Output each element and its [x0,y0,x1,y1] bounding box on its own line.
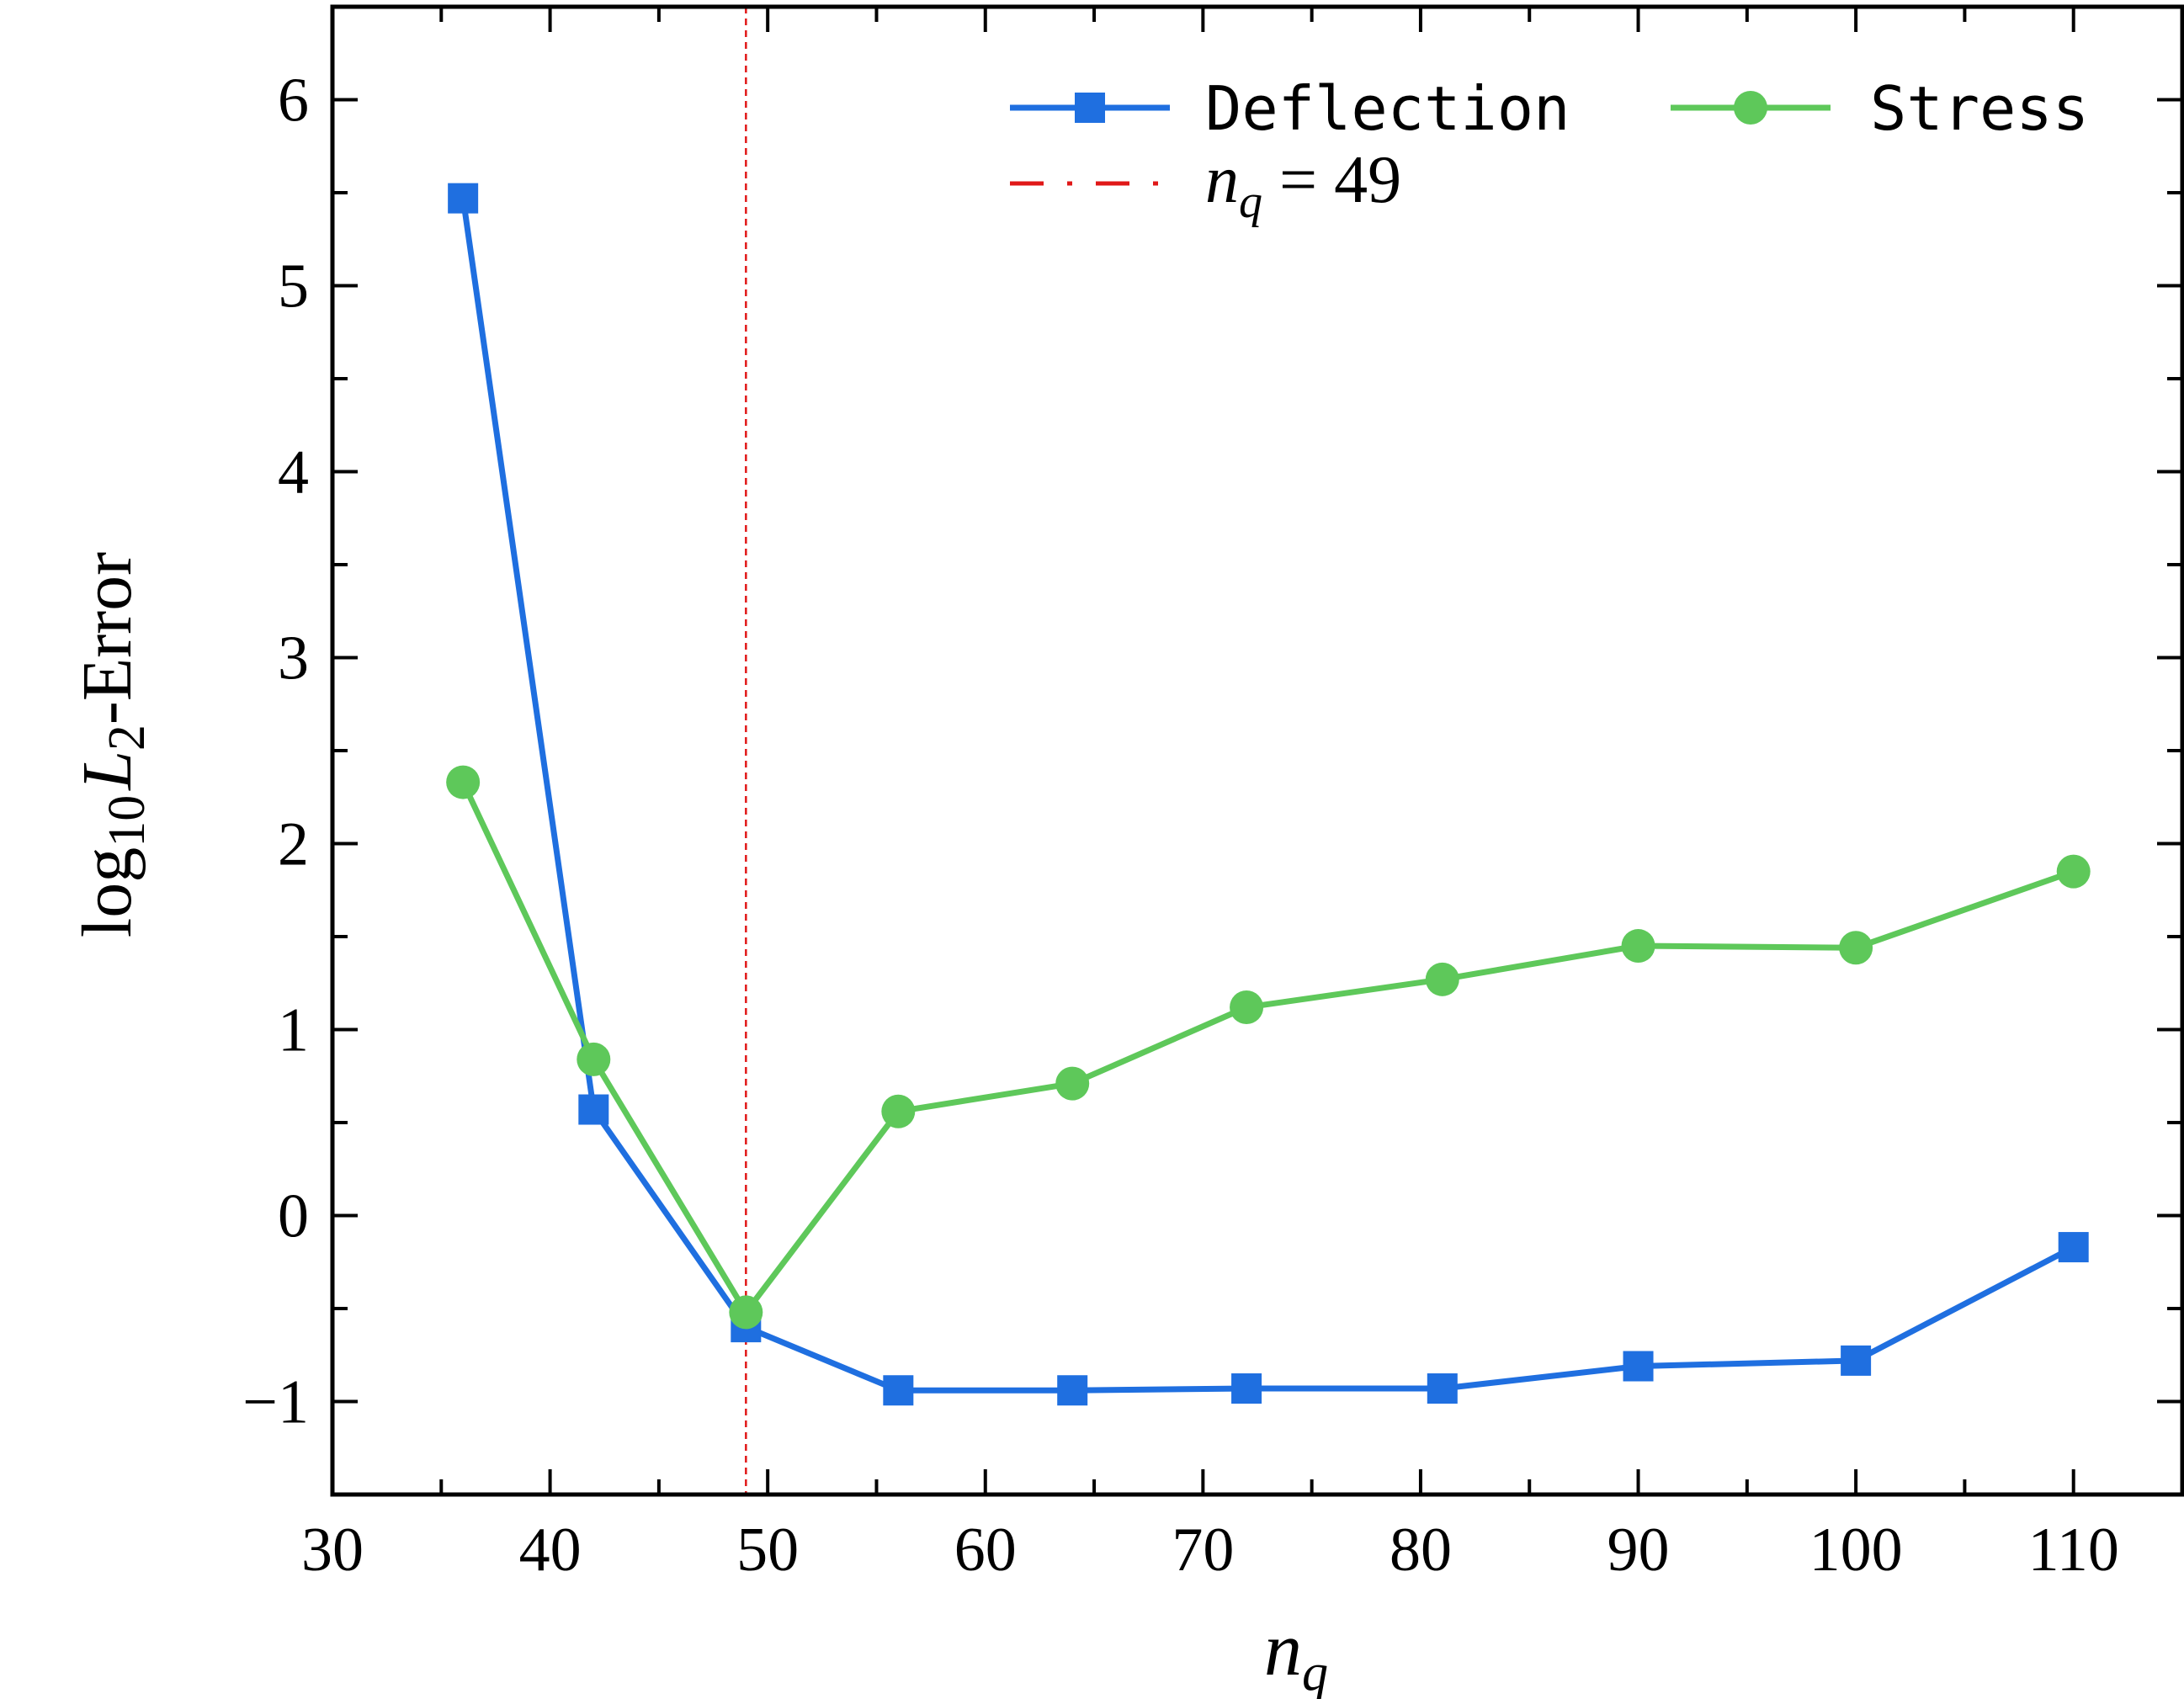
point-deflection-6 [1427,1373,1458,1404]
point-stress-2 [729,1295,763,1330]
series-deflection-line [460,198,2075,1394]
legend-reference-label: nq = 49 [1205,143,1401,228]
x-tick-label-80: 80 [1390,1516,1452,1585]
series-stress-line [460,781,2075,1315]
x-tick-label-90: 90 [1607,1516,1670,1585]
y-tick-label-3: 3 [278,624,309,693]
point-stress-9 [2056,854,2091,889]
legend-deflection-label: Deflection [1205,73,1570,144]
x-axis-title-sub: q [1302,1644,1328,1699]
y-tick-label-0: 0 [278,1182,309,1251]
y-tick-label-5: 5 [278,252,309,321]
point-stress-0 [446,765,481,799]
point-deflection-3 [883,1375,914,1406]
y-axis-title: log10L2-Error [68,552,156,937]
point-stress-8 [1839,931,1873,965]
x-tick-label-110: 110 [2028,1516,2119,1585]
x-tick-label-30: 30 [301,1516,364,1585]
point-deflection-8 [1841,1345,1872,1376]
x-axis-title: nq [1264,1608,1328,1699]
y-tick-label--1: −1 [242,1368,309,1437]
point-deflection-0 [448,183,479,214]
x-tick-label-40: 40 [519,1516,582,1585]
legend-stress-label: Stress [1870,73,2089,144]
y-axis-title-log-sub: 10 [98,795,156,847]
x-tick-label-100: 100 [1809,1516,1903,1585]
legend: Deflection Stress nq = 49 [1010,73,2089,228]
y-axis-title-L-sub: 2 [98,725,156,751]
y-axis-title-log: log [68,847,146,937]
legend-deflection-marker [1075,93,1105,123]
point-deflection-7 [1623,1351,1654,1382]
y-tick-label-6: 6 [278,66,309,135]
x-tick-label-70: 70 [1172,1516,1234,1585]
x-tick-label-60: 60 [954,1516,1017,1585]
x-tick-label-50: 50 [736,1516,799,1585]
point-stress-3 [881,1094,916,1128]
point-stress-1 [577,1042,611,1076]
plot-layer: 30 40 50 60 70 80 90 100 110 −1 0 1 2 3 4 5 6 [242,4,2184,1585]
point-deflection-5 [1231,1373,1262,1404]
plot-frame [330,4,2184,1497]
y-tick-label-2: 2 [278,810,309,879]
legend-reference-base: n [1205,143,1239,217]
point-deflection-9 [2058,1232,2089,1263]
point-deflection-1 [578,1094,609,1125]
point-stress-6 [1425,962,1459,996]
y-tick-label-4: 4 [278,438,309,507]
y-axis-title-rest: -Error [68,552,146,725]
point-stress-5 [1230,990,1264,1024]
point-stress-4 [1055,1066,1090,1101]
legend-reference-sub: q [1239,176,1262,228]
point-stress-7 [1621,929,1655,964]
legend-stress-marker [1734,91,1767,125]
x-axis-title-base: n [1264,1608,1302,1691]
y-tick-label-1: 1 [278,996,309,1065]
legend-reference-rest: = 49 [1262,143,1401,217]
point-deflection-4 [1057,1375,1088,1406]
y-axis-title-L: L [68,751,146,791]
